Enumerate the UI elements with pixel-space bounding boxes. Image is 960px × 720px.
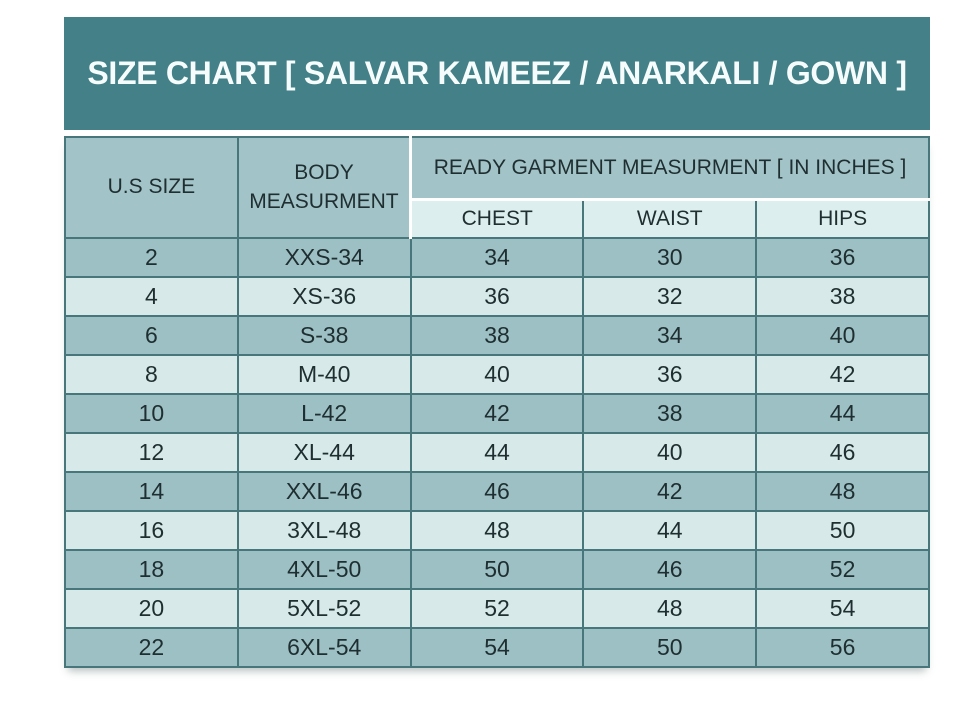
- chest-cell: 42: [409, 393, 585, 434]
- us-size-cell: 14: [64, 471, 239, 512]
- hips-cell: 48: [755, 471, 930, 512]
- body-measurement-cell: XXS-34: [236, 237, 412, 278]
- table-row: 6 S-38 38 34 40: [64, 315, 930, 356]
- us-size-cell: 22: [64, 627, 239, 668]
- waist-cell: 46: [582, 549, 758, 590]
- waist-cell: 50: [582, 627, 758, 668]
- body-measurement-cell: 3XL-48: [236, 510, 412, 551]
- hips-cell: 50: [755, 510, 930, 551]
- us-size-cell: 4: [64, 276, 239, 317]
- size-chart: SIZE CHART [ SALVAR KAMEEZ / ANARKALI / …: [64, 17, 931, 668]
- hips-cell: 38: [755, 276, 930, 317]
- table-row: 16 3XL-48 48 44 50: [64, 510, 930, 551]
- hips-cell: 42: [755, 354, 930, 395]
- table-row: 14 XXL-46 46 42 48: [64, 471, 930, 512]
- us-size-cell: 12: [64, 432, 239, 473]
- body-measurement-cell: XXL-46: [236, 471, 412, 512]
- waist-cell: 42: [582, 471, 758, 512]
- chest-cell: 52: [409, 588, 585, 629]
- chest-cell: 46: [409, 471, 585, 512]
- hips-cell: 52: [755, 549, 930, 590]
- waist-cell: 40: [582, 432, 758, 473]
- ready-garment-group-header: READY GARMENT MEASURMENT [ IN INCHES ]: [409, 136, 931, 201]
- hips-cell: 44: [755, 393, 930, 434]
- waist-cell: 30: [582, 237, 758, 278]
- table-row: 10 L-42 42 38 44: [64, 393, 930, 434]
- hips-cell: 36: [755, 237, 930, 278]
- table-header: U.S SIZE BODY MEASURMENT READY GARMENT M…: [64, 136, 931, 239]
- size-table: U.S SIZE BODY MEASURMENT READY GARMENT M…: [64, 136, 931, 668]
- waist-cell: 44: [582, 510, 758, 551]
- table-row: 2 XXS-34 34 30 36: [64, 237, 930, 278]
- chest-cell: 40: [409, 354, 585, 395]
- waist-cell: 48: [582, 588, 758, 629]
- chest-cell: 34: [409, 237, 585, 278]
- waist-cell: 38: [582, 393, 758, 434]
- chart-title: SIZE CHART [ SALVAR KAMEEZ / ANARKALI / …: [87, 55, 907, 91]
- chest-cell: 36: [409, 276, 585, 317]
- waist-cell: 36: [582, 354, 758, 395]
- us-size-cell: 8: [64, 354, 239, 395]
- chest-cell: 50: [409, 549, 585, 590]
- us-size-cell: 16: [64, 510, 239, 551]
- hips-cell: 54: [755, 588, 930, 629]
- body-measurement-cell: 4XL-50: [236, 549, 412, 590]
- table-row: 22 6XL-54 54 50 56: [64, 627, 930, 668]
- us-size-cell: 20: [64, 588, 239, 629]
- us-size-cell: 18: [64, 549, 239, 590]
- chest-column-header: CHEST: [409, 198, 585, 239]
- body-measurement-cell: XL-44: [236, 432, 412, 473]
- us-size-cell: 10: [64, 393, 239, 434]
- table-row: 12 XL-44 44 40 46: [64, 432, 930, 473]
- waist-cell: 34: [582, 315, 758, 356]
- hips-column-header: HIPS: [755, 198, 930, 239]
- body-measurement-cell: 6XL-54: [236, 627, 412, 668]
- hips-cell: 40: [755, 315, 930, 356]
- hips-cell: 56: [755, 627, 930, 668]
- chest-cell: 54: [409, 627, 585, 668]
- body-measurement-cell: L-42: [236, 393, 412, 434]
- body-measurement-cell: S-38: [236, 315, 412, 356]
- table-body: 2 XXS-34 34 30 36 4 XS-36 36 32 38 6 S-3…: [64, 237, 930, 668]
- waist-column-header: WAIST: [582, 198, 758, 239]
- chest-cell: 44: [409, 432, 585, 473]
- table-row: 8 M-40 40 36 42: [64, 354, 930, 395]
- chest-cell: 48: [409, 510, 585, 551]
- hips-cell: 46: [755, 432, 930, 473]
- body-measurement-cell: M-40: [236, 354, 412, 395]
- header-row-top: U.S SIZE BODY MEASURMENT READY GARMENT M…: [64, 136, 931, 239]
- body-measurement-cell: 5XL-52: [236, 588, 412, 629]
- table-row: 4 XS-36 36 32 38: [64, 276, 930, 317]
- waist-cell: 32: [582, 276, 758, 317]
- body-measurement-cell: XS-36: [236, 276, 412, 317]
- body-measurement-column-header: BODY MEASURMENT: [236, 136, 412, 239]
- us-size-column-header: U.S SIZE: [64, 136, 239, 239]
- table-row: 18 4XL-50 50 46 52: [64, 549, 930, 590]
- header-row-sub: CHEST WAIST HIPS: [65, 198, 930, 239]
- chest-cell: 38: [409, 315, 585, 356]
- us-size-cell: 2: [64, 237, 239, 278]
- chart-title-banner: SIZE CHART [ SALVAR KAMEEZ / ANARKALI / …: [64, 17, 930, 130]
- table-row: 20 5XL-52 52 48 54: [64, 588, 930, 629]
- us-size-cell: 6: [64, 315, 239, 356]
